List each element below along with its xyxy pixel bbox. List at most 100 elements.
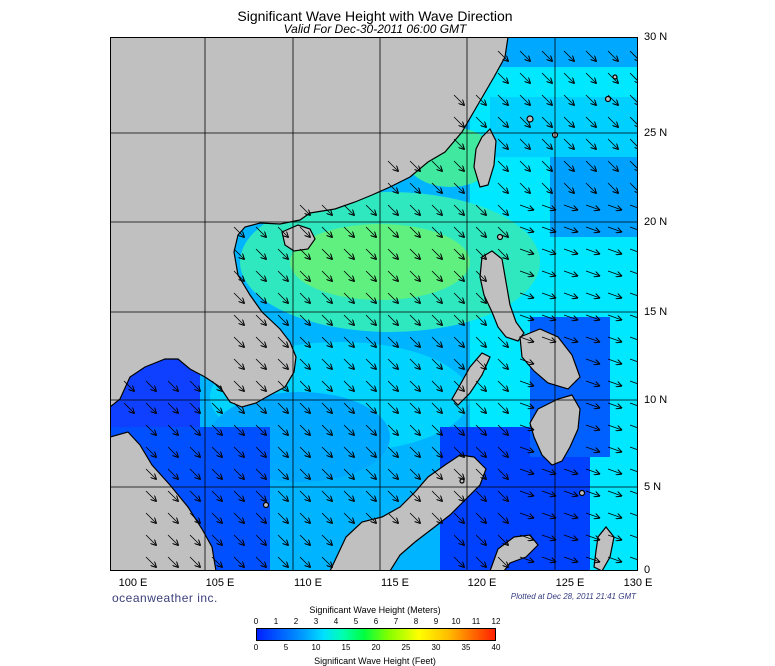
wave-direction-arrow bbox=[299, 204, 310, 215]
lon-label: 120 E bbox=[467, 577, 497, 589]
wave-direction-arrow bbox=[453, 116, 464, 127]
land-mainland-asia bbox=[110, 37, 509, 408]
wave-direction-arrow bbox=[453, 94, 464, 105]
wave-direction-arrow bbox=[607, 204, 621, 210]
wave-direction-arrow bbox=[255, 512, 266, 523]
wave-direction-arrow bbox=[277, 314, 288, 325]
wave-direction-arrow bbox=[585, 358, 599, 364]
wave-direction-arrow bbox=[255, 270, 266, 281]
legend-tick: 0 bbox=[253, 617, 259, 626]
land-islet bbox=[604, 95, 612, 103]
wave-direction-arrow bbox=[277, 468, 288, 479]
wave-direction-arrow bbox=[189, 534, 200, 545]
wave-direction-arrow bbox=[607, 358, 621, 364]
wave-direction-arrow bbox=[409, 292, 420, 303]
wave-direction-arrow bbox=[343, 336, 354, 347]
wave-direction-arrow bbox=[431, 446, 442, 457]
wave-direction-arrow bbox=[629, 94, 638, 105]
wave-direction-arrow bbox=[189, 512, 200, 523]
wave-direction-arrow bbox=[365, 248, 376, 259]
wave-direction-arrow bbox=[321, 424, 332, 435]
wave-direction-arrow bbox=[541, 50, 552, 61]
wave-direction-arrow bbox=[453, 512, 464, 523]
wave-direction-arrow bbox=[585, 292, 599, 298]
brand-logo: oceanweather inc. bbox=[112, 591, 218, 605]
land-islet bbox=[262, 501, 270, 509]
lon-label: 130 E bbox=[623, 577, 653, 589]
wave-direction-arrow bbox=[629, 468, 638, 474]
wave-direction-arrow bbox=[497, 402, 508, 413]
wave-direction-arrow bbox=[563, 182, 574, 193]
wave-direction-arrow bbox=[189, 446, 200, 457]
wave-direction-arrow bbox=[431, 314, 442, 325]
wave-direction-arrow bbox=[541, 270, 555, 276]
wave-direction-arrow bbox=[563, 490, 577, 496]
wave-direction-arrow bbox=[365, 292, 376, 303]
wave-direction-arrow bbox=[343, 358, 354, 369]
wave-direction-arrow bbox=[475, 490, 486, 501]
lat-label: 25 N bbox=[644, 127, 668, 139]
wave-direction-arrow bbox=[145, 424, 156, 435]
wave-direction-arrow bbox=[541, 160, 552, 171]
legend-tick: 1 bbox=[273, 617, 279, 626]
wave-direction-arrow bbox=[585, 72, 596, 83]
wave-direction-arrow bbox=[387, 314, 398, 325]
land-malay-sumatra bbox=[110, 431, 217, 571]
wave-direction-arrow bbox=[321, 226, 332, 237]
wave-direction-arrow bbox=[453, 468, 464, 479]
legend-color-bar bbox=[256, 628, 496, 641]
wave-direction-arrow bbox=[519, 534, 533, 540]
wave-direction-arrow bbox=[431, 160, 442, 171]
lat-label: 0 bbox=[644, 564, 651, 576]
wave-direction-arrow bbox=[365, 336, 376, 347]
wave-direction-arrow bbox=[497, 160, 508, 171]
wave-direction-arrow bbox=[299, 336, 310, 347]
wave-direction-arrow bbox=[585, 182, 596, 193]
wave-direction-arrow bbox=[585, 336, 599, 342]
wave-direction-arrow bbox=[563, 116, 574, 127]
wave-direction-arrow bbox=[475, 336, 486, 347]
wave-direction-arrow bbox=[519, 138, 530, 149]
wave-direction-arrow bbox=[541, 116, 552, 127]
wave-direction-arrow bbox=[607, 248, 621, 254]
wave-direction-arrow bbox=[629, 182, 638, 193]
wave-direction-arrow bbox=[321, 248, 332, 259]
legend-tick: 5 bbox=[353, 617, 359, 626]
wave-direction-arrow bbox=[343, 226, 354, 237]
wave-direction-arrow bbox=[255, 314, 266, 325]
wave-direction-arrow bbox=[541, 314, 555, 320]
wave-direction-arrow bbox=[563, 556, 577, 562]
lon-label: 100 E bbox=[118, 577, 148, 589]
wave-direction-arrow bbox=[629, 160, 638, 171]
wave-direction-arrow bbox=[607, 226, 621, 232]
wave-direction-arrow bbox=[629, 116, 638, 127]
wave-direction-arrow bbox=[541, 556, 555, 562]
wave-direction-arrow bbox=[563, 72, 574, 83]
wave-direction-arrow bbox=[299, 446, 310, 457]
legend-tick: 10 bbox=[451, 617, 461, 626]
wave-direction-arrow bbox=[189, 556, 200, 567]
wave-direction-arrow bbox=[233, 292, 244, 303]
map-title: Significant Wave Height with Wave Direct… bbox=[237, 8, 513, 24]
wave-direction-arrow bbox=[409, 468, 420, 479]
wave-direction-arrow bbox=[629, 402, 638, 408]
wave-direction-arrow bbox=[387, 336, 398, 347]
wave-direction-arrow bbox=[629, 534, 638, 540]
wave-direction-arrow bbox=[211, 512, 222, 523]
wave-direction-arrow bbox=[475, 534, 486, 545]
wave-direction-arrow bbox=[321, 314, 332, 325]
wave-direction-arrow bbox=[277, 556, 288, 567]
wave-direction-arrow bbox=[497, 204, 508, 215]
wave-direction-arrow bbox=[453, 380, 464, 391]
wave-direction-arrow bbox=[409, 226, 420, 237]
wave-direction-arrow bbox=[145, 490, 156, 501]
wave-direction-arrow bbox=[299, 270, 310, 281]
legend-tick: 40 bbox=[491, 643, 501, 652]
wave-direction-arrow bbox=[387, 270, 398, 281]
wave-direction-arrow bbox=[343, 270, 354, 281]
wave-direction-arrow bbox=[277, 490, 288, 501]
wave-direction-arrow bbox=[607, 270, 621, 276]
land-islet bbox=[526, 115, 534, 123]
wave-direction-arrow bbox=[343, 292, 354, 303]
wave-direction-arrow bbox=[255, 534, 266, 545]
